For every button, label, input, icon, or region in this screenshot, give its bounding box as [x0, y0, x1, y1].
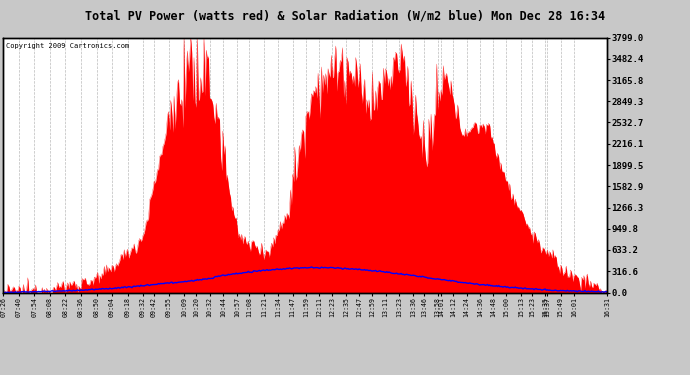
Text: Copyright 2009 Cartronics.com: Copyright 2009 Cartronics.com [6, 43, 130, 49]
Text: Total PV Power (watts red) & Solar Radiation (W/m2 blue) Mon Dec 28 16:34: Total PV Power (watts red) & Solar Radia… [85, 9, 605, 22]
